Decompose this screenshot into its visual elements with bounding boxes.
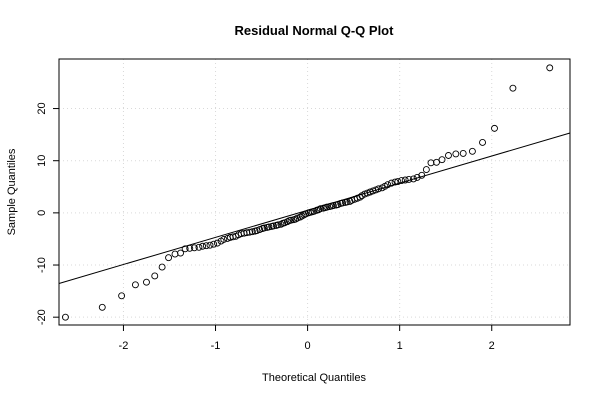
data-point [61, 313, 69, 321]
data-point [213, 239, 221, 247]
data-point [248, 228, 256, 236]
data-point [546, 64, 554, 72]
data-point [509, 84, 517, 92]
data-point [298, 212, 306, 220]
data-point [158, 263, 166, 271]
data-point [438, 156, 446, 164]
data-point [317, 205, 324, 213]
data-point [422, 166, 430, 174]
data-point [427, 159, 435, 167]
data-point [165, 254, 173, 262]
data-point [346, 197, 354, 205]
x-tick-label: 0 [305, 340, 311, 352]
x-tick-label: 1 [397, 340, 403, 352]
x-axis: -2 -1 0 1 2 [119, 325, 495, 352]
data-point [459, 149, 467, 157]
data-point [387, 179, 395, 187]
y-tick-label: 10 [36, 155, 48, 167]
plot-frame [58, 58, 571, 326]
data-point [300, 211, 308, 219]
data-point [181, 245, 189, 253]
data-point [323, 203, 331, 211]
data-point [410, 175, 417, 183]
y-axis: -20 -10 0 10 20 [36, 102, 59, 325]
chart-title: Residual Normal Q-Q Plot [235, 23, 395, 38]
data-point [391, 178, 399, 186]
data-point [274, 221, 282, 229]
data-point [195, 243, 203, 251]
data-point [405, 176, 413, 183]
data-point [491, 124, 498, 132]
data-point [418, 171, 426, 179]
data-point [220, 236, 228, 243]
grid [59, 59, 570, 325]
data-point [151, 272, 159, 280]
data-point [339, 199, 347, 207]
data-point [260, 224, 268, 232]
data-point [186, 244, 194, 252]
data-point [270, 222, 277, 230]
x-tick-label: -1 [211, 340, 221, 352]
data-point [394, 178, 402, 186]
data-point [356, 193, 364, 201]
data-point [190, 244, 198, 252]
y-tick-label: -10 [36, 257, 48, 273]
data-point [118, 292, 126, 300]
data-point [479, 139, 486, 146]
data-point [131, 281, 139, 289]
data-point [433, 158, 440, 166]
data-point [445, 152, 452, 159]
data-point [210, 240, 218, 248]
data-point [98, 303, 106, 311]
data-points [61, 64, 554, 321]
data-point [277, 220, 285, 228]
data-point [177, 249, 184, 257]
data-point [287, 216, 295, 224]
data-point [265, 223, 273, 231]
y-tick-label: -20 [36, 309, 48, 325]
data-point [384, 181, 392, 189]
y-tick-label: 0 [36, 210, 48, 216]
data-point [413, 173, 421, 181]
data-point [452, 150, 460, 158]
data-point [202, 242, 210, 250]
data-point [315, 206, 323, 214]
data-point [283, 218, 291, 226]
y-axis-label: Sample Quantiles [6, 148, 18, 235]
x-axis-label: Theoretical Quantiles [262, 372, 366, 384]
data-point [296, 213, 304, 221]
data-point [329, 202, 337, 210]
y-tick-label: 20 [36, 102, 48, 114]
data-point [401, 176, 409, 184]
data-point [292, 215, 300, 223]
data-point [171, 250, 179, 258]
data-point [468, 147, 476, 155]
data-point [375, 185, 382, 193]
data-point [143, 278, 150, 286]
data-point [206, 241, 214, 249]
x-tick-label: 2 [489, 340, 495, 352]
data-point [398, 177, 405, 184]
data-point [199, 242, 207, 250]
x-tick-label: -2 [119, 340, 129, 352]
data-point [343, 198, 351, 206]
